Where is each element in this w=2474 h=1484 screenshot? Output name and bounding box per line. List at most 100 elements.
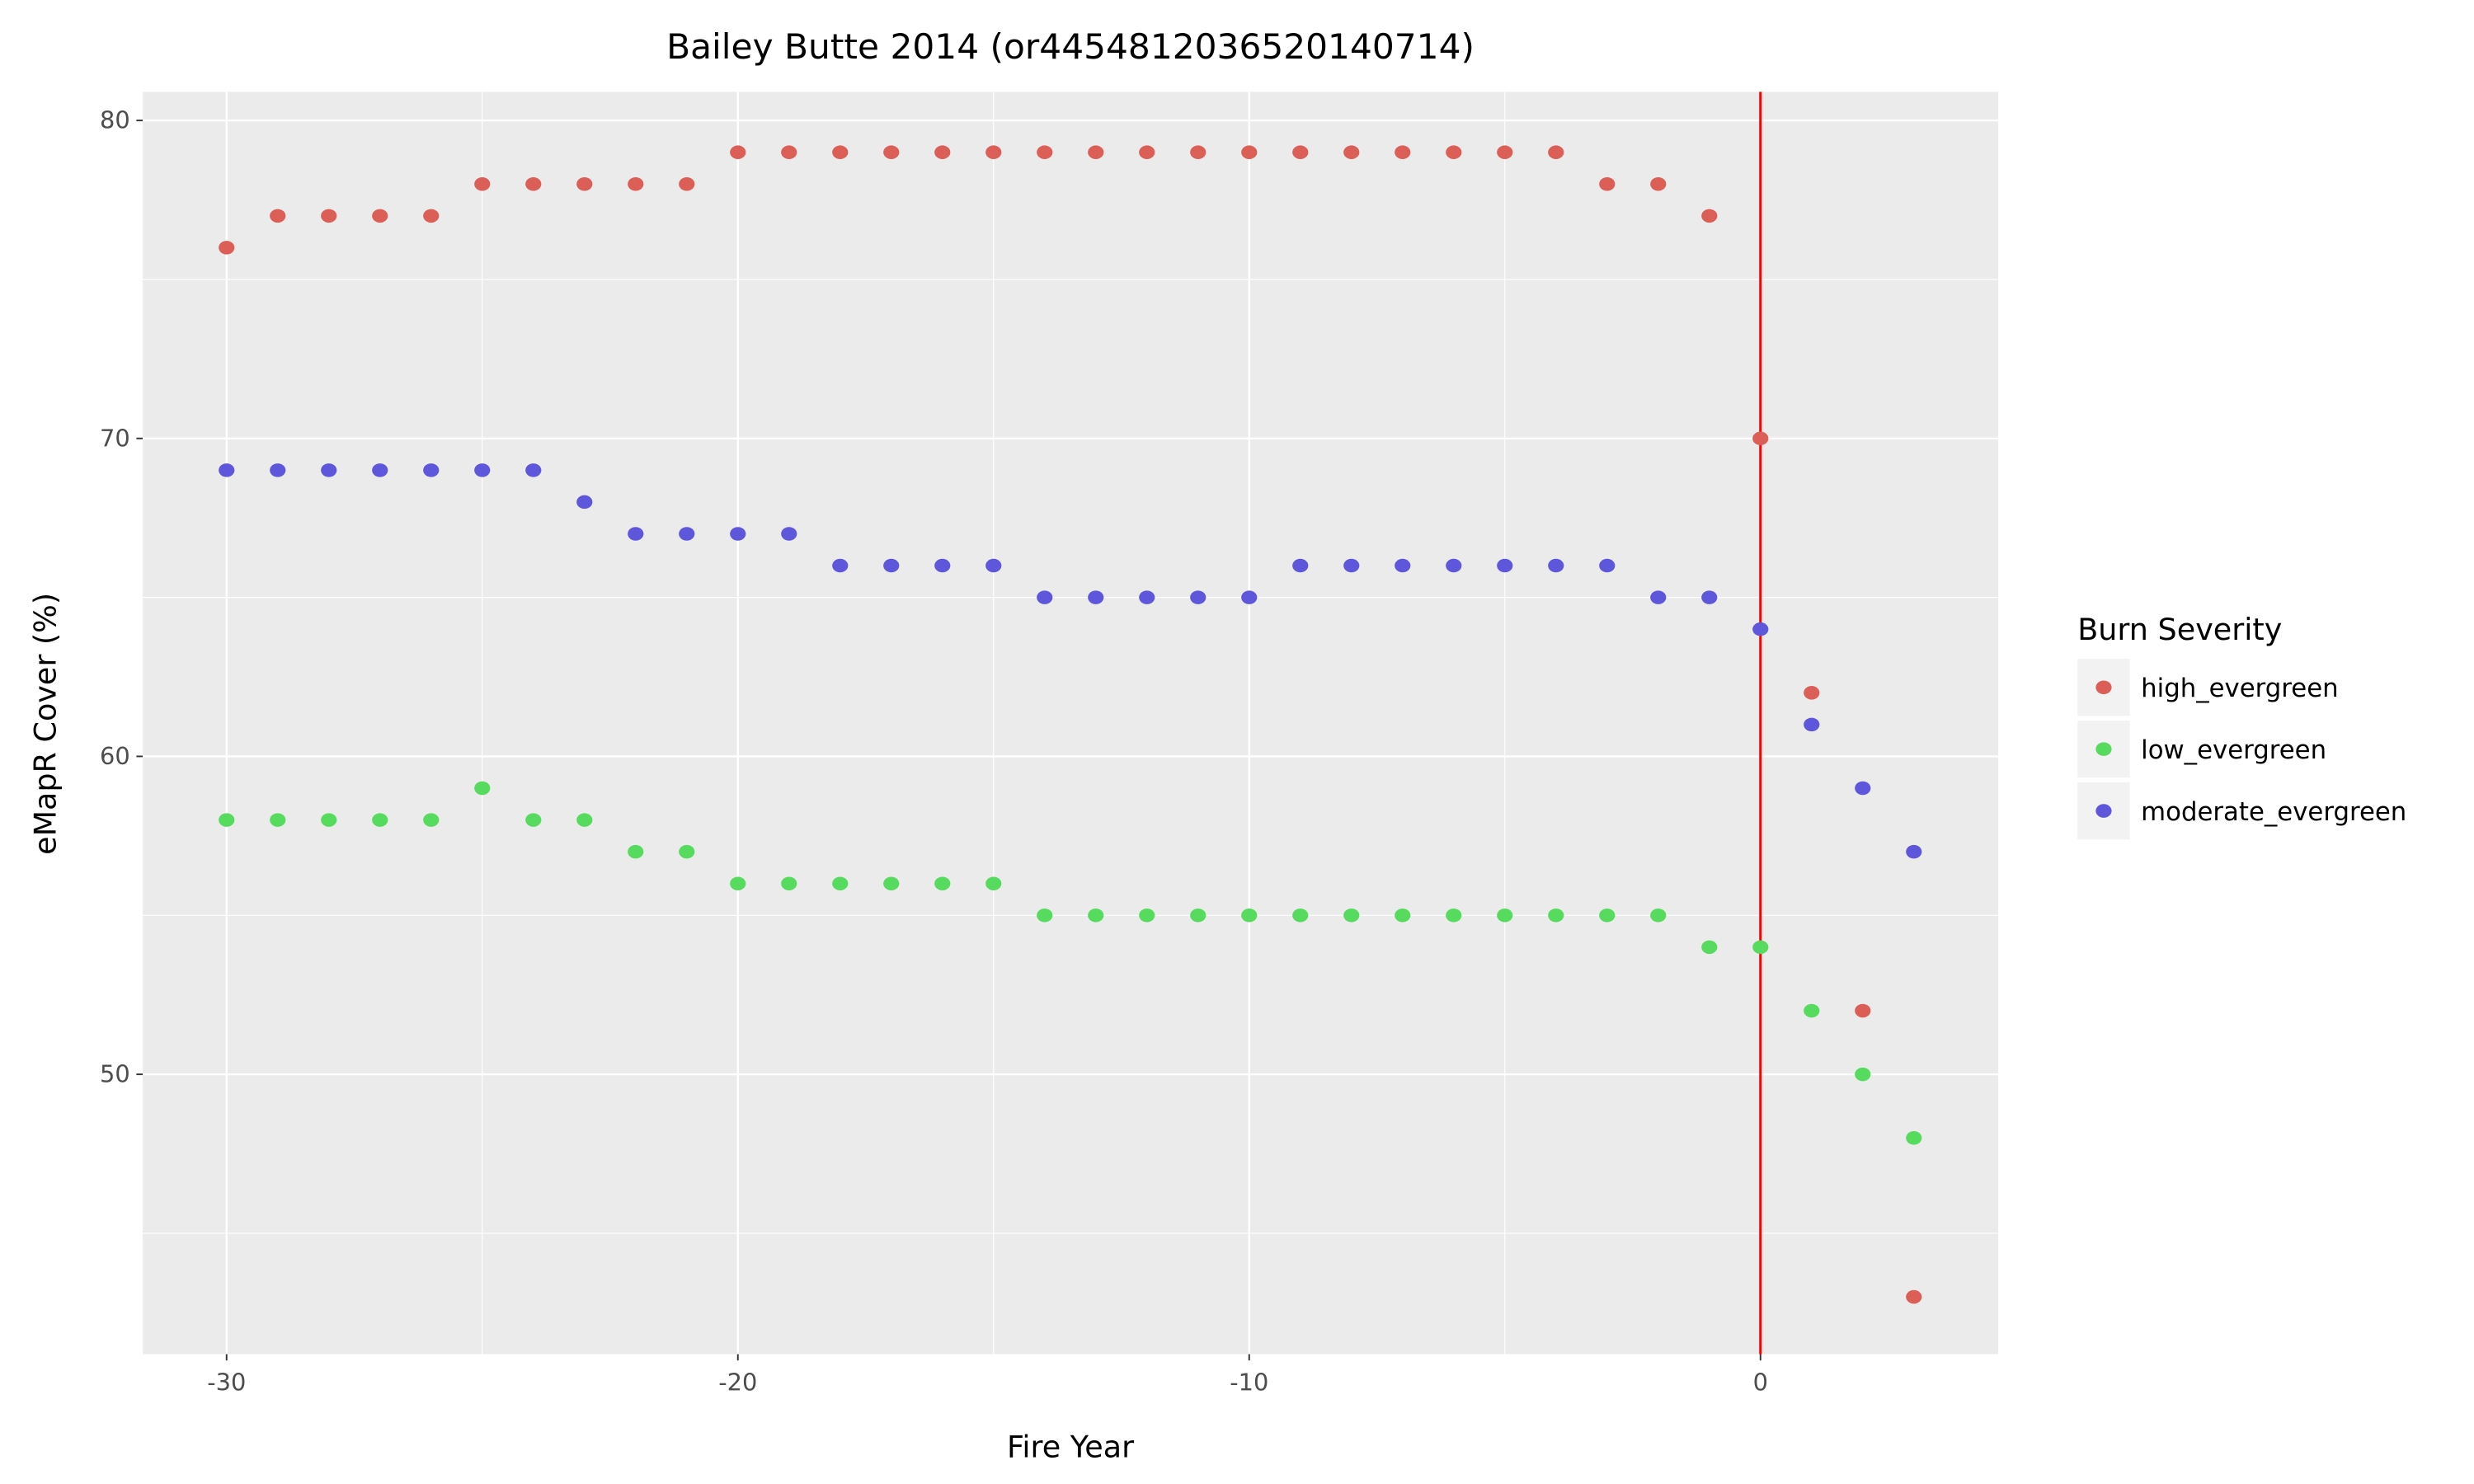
y-axis-label: eMapR Cover (%) [27, 593, 63, 855]
data-point-moderate_evergreen [372, 463, 388, 477]
data-point-low_evergreen [576, 813, 593, 827]
legend-label: low_evergreen [2141, 735, 2326, 765]
data-point-high_evergreen [1088, 145, 1104, 159]
data-point-moderate_evergreen [423, 463, 440, 477]
data-point-low_evergreen [1395, 909, 1411, 923]
data-point-low_evergreen [985, 876, 1002, 890]
data-point-high_evergreen [321, 209, 337, 223]
data-point-moderate_evergreen [1906, 844, 1922, 859]
data-point-moderate_evergreen [219, 463, 235, 477]
data-point-low_evergreen [219, 813, 235, 827]
data-point-moderate_evergreen [1599, 558, 1616, 573]
legend-marker-moderate_evergreen [2095, 804, 2112, 818]
data-point-moderate_evergreen [985, 558, 1002, 573]
data-point-moderate_evergreen [1292, 558, 1309, 573]
data-point-high_evergreen [1292, 145, 1309, 159]
data-point-low_evergreen [1599, 909, 1616, 923]
data-point-low_evergreen [1139, 909, 1155, 923]
legend-label: high_evergreen [2141, 674, 2339, 703]
data-point-high_evergreen [1804, 686, 1820, 700]
data-point-high_evergreen [1548, 145, 1564, 159]
data-point-high_evergreen [1497, 145, 1513, 159]
legend-marker-high_evergreen [2095, 680, 2112, 694]
data-point-high_evergreen [934, 145, 951, 159]
data-point-low_evergreen [1292, 909, 1309, 923]
data-point-low_evergreen [1037, 909, 1053, 923]
data-point-high_evergreen [474, 176, 491, 191]
data-point-high_evergreen [1906, 1289, 1922, 1304]
data-point-moderate_evergreen [628, 527, 644, 541]
data-point-high_evergreen [1701, 209, 1718, 223]
data-point-low_evergreen [1548, 909, 1564, 923]
data-point-high_evergreen [1446, 145, 1462, 159]
data-point-high_evergreen [730, 145, 746, 159]
data-point-moderate_evergreen [525, 463, 542, 477]
x-tick-label: -20 [718, 1369, 757, 1397]
data-point-low_evergreen [1343, 909, 1360, 923]
data-point-low_evergreen [1446, 909, 1462, 923]
legend-title: Burn Severity [2077, 612, 2282, 647]
data-point-low_evergreen [423, 813, 440, 827]
data-point-moderate_evergreen [1548, 558, 1564, 573]
data-point-moderate_evergreen [832, 558, 849, 573]
x-tick-label: 0 [1753, 1369, 1768, 1397]
data-point-high_evergreen [1752, 431, 1769, 446]
data-point-low_evergreen [1701, 940, 1718, 955]
data-point-high_evergreen [781, 145, 797, 159]
x-tick-label: -30 [207, 1369, 246, 1397]
data-point-high_evergreen [679, 176, 695, 191]
legend-marker-low_evergreen [2095, 742, 2112, 756]
data-point-low_evergreen [1190, 909, 1206, 923]
data-point-low_evergreen [1804, 1003, 1820, 1018]
data-point-high_evergreen [1343, 145, 1360, 159]
data-point-low_evergreen [730, 876, 746, 890]
x-tick-label: -10 [1230, 1369, 1268, 1397]
data-point-low_evergreen [372, 813, 388, 827]
data-point-moderate_evergreen [1855, 781, 1871, 796]
data-point-low_evergreen [679, 844, 695, 859]
data-point-moderate_evergreen [1752, 622, 1769, 636]
data-point-high_evergreen [576, 176, 593, 191]
data-point-high_evergreen [628, 176, 644, 191]
data-point-moderate_evergreen [1088, 590, 1104, 604]
data-point-high_evergreen [1855, 1003, 1871, 1018]
data-point-moderate_evergreen [883, 558, 900, 573]
data-point-moderate_evergreen [730, 527, 746, 541]
data-point-moderate_evergreen [576, 495, 593, 510]
data-point-high_evergreen [270, 209, 286, 223]
data-point-high_evergreen [985, 145, 1002, 159]
chart-title: Bailey Butte 2014 (or4454812036520140714… [666, 26, 1475, 67]
y-tick-label: 60 [100, 742, 130, 770]
data-point-high_evergreen [1241, 145, 1258, 159]
axis-ticks: -30 -20 -10 0 50 60 70 80 [100, 106, 1768, 1397]
data-point-low_evergreen [1241, 909, 1258, 923]
data-point-low_evergreen [628, 844, 644, 859]
data-point-high_evergreen [372, 209, 388, 223]
y-tick-label: 80 [100, 106, 130, 134]
data-point-moderate_evergreen [474, 463, 491, 477]
data-point-moderate_evergreen [1650, 590, 1667, 604]
data-point-high_evergreen [423, 209, 440, 223]
data-point-moderate_evergreen [934, 558, 951, 573]
data-point-low_evergreen [832, 876, 849, 890]
legend-label: moderate_evergreen [2141, 797, 2406, 827]
data-point-low_evergreen [474, 781, 491, 796]
data-point-high_evergreen [1190, 145, 1206, 159]
data-point-moderate_evergreen [781, 527, 797, 541]
data-point-moderate_evergreen [1497, 558, 1513, 573]
data-point-moderate_evergreen [1139, 590, 1155, 604]
data-point-high_evergreen [1139, 145, 1155, 159]
data-point-high_evergreen [219, 241, 235, 255]
legend: Burn Severity high_evergreen low_evergree… [2077, 612, 2406, 840]
data-point-high_evergreen [1395, 145, 1411, 159]
panel-background [143, 92, 1999, 1355]
data-point-low_evergreen [525, 813, 542, 827]
data-point-moderate_evergreen [1701, 590, 1718, 604]
data-point-low_evergreen [781, 876, 797, 890]
y-tick-label: 50 [100, 1060, 130, 1088]
data-point-moderate_evergreen [679, 527, 695, 541]
data-point-moderate_evergreen [1037, 590, 1053, 604]
data-point-high_evergreen [832, 145, 849, 159]
data-point-low_evergreen [1088, 909, 1104, 923]
